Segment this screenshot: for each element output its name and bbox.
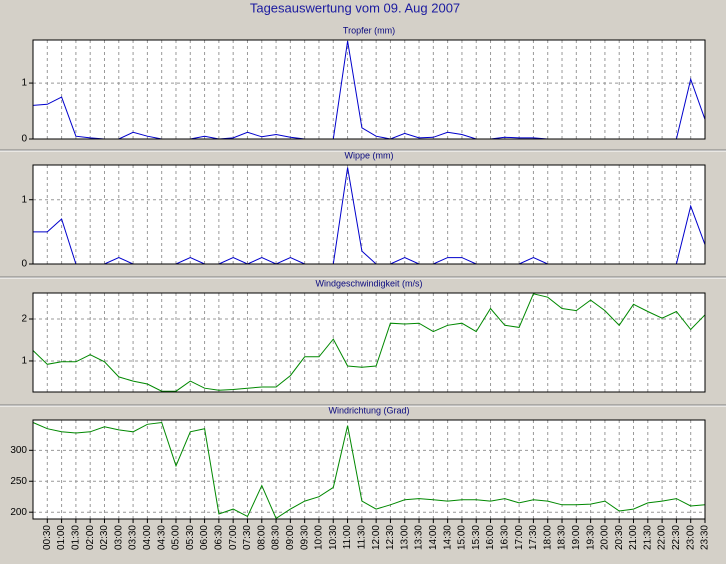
x-tick-label: 12:30 — [385, 525, 396, 550]
y-tick-label: 300 — [10, 445, 27, 456]
page-title: Tagesauswertung vom 09. Aug 2007 — [250, 0, 460, 15]
x-tick-label: 17:00 — [514, 525, 525, 550]
x-tick-label: 06:00 — [199, 525, 210, 550]
x-tick-label: 21:30 — [642, 525, 653, 550]
x-tick-label: 18:30 — [557, 525, 568, 550]
x-tick-label: 05:30 — [185, 525, 196, 550]
x-tick-label: 11:30 — [356, 525, 367, 550]
x-tick-label: 03:30 — [128, 525, 139, 550]
plot-area — [33, 165, 705, 264]
data-line — [32, 293, 706, 392]
x-tick-label: 14:30 — [442, 525, 453, 550]
x-tick-label: 20:00 — [600, 525, 611, 550]
panel-title: Windgeschwindigkeit (m/s) — [315, 278, 422, 288]
x-tick-label: 02:30 — [99, 525, 110, 550]
plot-border — [32, 292, 706, 393]
x-tick-label: 00:30 — [42, 525, 53, 550]
x-tick-label: 04:30 — [156, 525, 167, 550]
x-tick-label: 19:00 — [571, 525, 582, 550]
x-tick-label: 19:30 — [585, 525, 596, 550]
x-tick-label: 02:00 — [85, 525, 96, 550]
x-tick-label: 12:00 — [371, 525, 382, 550]
x-tick-label: 01:30 — [71, 525, 82, 550]
y-tick-label: 0 — [21, 134, 27, 145]
x-tick-label: 15:30 — [471, 525, 482, 550]
x-tick-label: 07:00 — [228, 525, 239, 550]
x-tick-label: 17:30 — [528, 525, 539, 550]
x-tick-label: 18:00 — [542, 525, 553, 550]
x-tick-label: 20:30 — [614, 525, 625, 550]
y-tick-label: 2 — [21, 314, 27, 325]
x-tick-label: 22:00 — [657, 525, 668, 550]
x-tick-label: 09:30 — [299, 525, 310, 550]
x-tick-label: 22:30 — [671, 525, 682, 550]
plot-area — [33, 420, 705, 519]
x-tick-label: 15:00 — [457, 525, 468, 550]
x-tick-label: 21:00 — [628, 525, 639, 550]
x-tick-label: 10:00 — [314, 525, 325, 550]
x-tick-label: 14:00 — [428, 525, 439, 550]
x-tick-label: 07:30 — [242, 525, 253, 550]
panel-title: Windrichtung (Grad) — [328, 405, 409, 415]
x-tick-label: 09:00 — [285, 525, 296, 550]
plot-border — [32, 419, 706, 520]
x-tick-label: 04:00 — [142, 525, 153, 550]
y-tick-label: 1 — [21, 194, 27, 205]
x-tick-label: 13:30 — [414, 525, 425, 550]
plot-border — [32, 39, 706, 140]
plot-area — [33, 40, 705, 139]
panel-title: Wippe (mm) — [345, 150, 394, 160]
plot-area — [33, 293, 705, 392]
plot-border — [32, 164, 706, 265]
x-tick-label: 08:00 — [256, 525, 267, 550]
x-tick-label: 23:00 — [685, 525, 696, 550]
x-tick-label: 13:00 — [399, 525, 410, 550]
y-tick-label: 250 — [10, 476, 27, 487]
y-tick-label: 1 — [21, 356, 27, 367]
y-tick-label: 0 — [21, 259, 27, 270]
y-tick-label: 1 — [21, 78, 27, 89]
x-tick-label: 05:00 — [171, 525, 182, 550]
x-tick-label: 03:00 — [113, 525, 124, 550]
data-line — [32, 421, 706, 520]
x-tick-label: 23:30 — [700, 525, 711, 550]
x-tick-label: 01:00 — [56, 525, 67, 550]
x-tick-label: 16:30 — [499, 525, 510, 550]
x-tick-label: 11:00 — [342, 525, 353, 550]
x-tick-label: 06:30 — [214, 525, 225, 550]
panel-title: Tropfer (mm) — [343, 25, 395, 35]
x-tick-label: 16:00 — [485, 525, 496, 550]
y-tick-label: 200 — [10, 507, 27, 518]
x-tick-label: 10:30 — [328, 525, 339, 550]
x-tick-label: 08:30 — [271, 525, 282, 550]
